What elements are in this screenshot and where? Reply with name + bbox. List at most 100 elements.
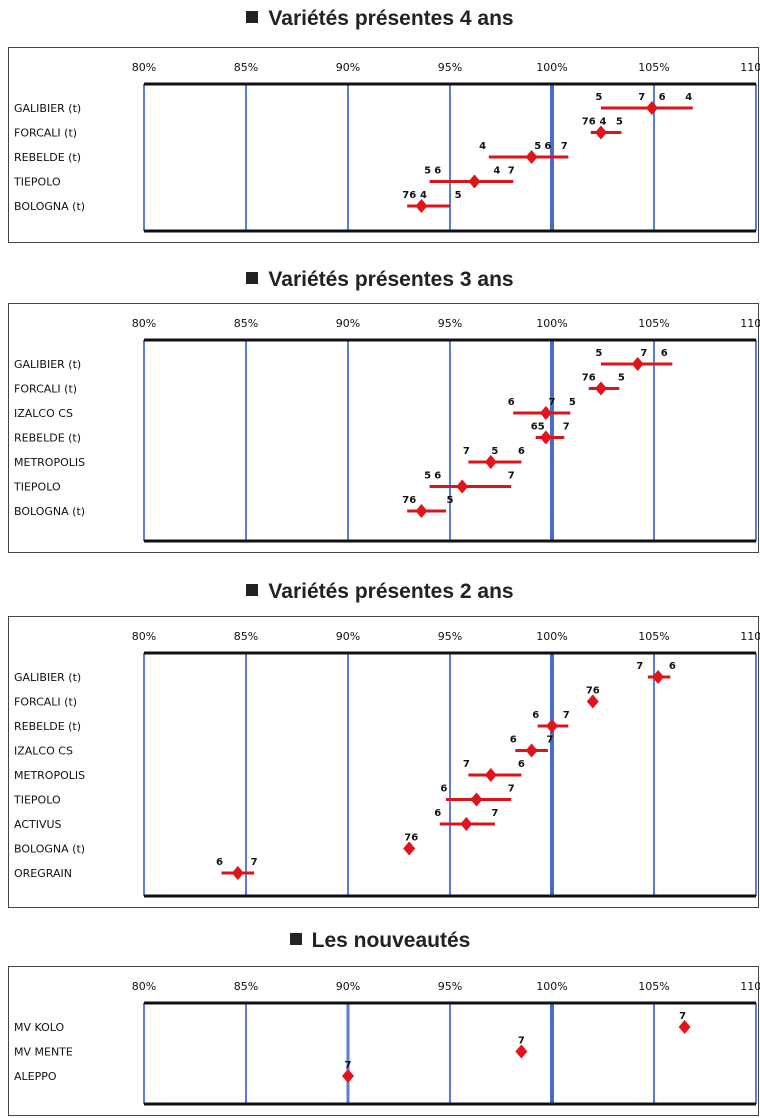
year-label: 6 xyxy=(532,710,539,721)
year-label: 6 xyxy=(669,661,676,672)
data-point xyxy=(470,792,483,807)
year-label: 5 xyxy=(595,348,602,359)
year-label: 76 xyxy=(582,373,596,384)
year-label: 7 xyxy=(345,1060,352,1071)
variety-label: METROPOLIS xyxy=(14,456,85,469)
data-point xyxy=(586,694,599,709)
year-label: 6 xyxy=(661,348,668,359)
data-point xyxy=(468,174,481,189)
x-tick-label: 90% xyxy=(336,980,360,993)
year-label: 5 xyxy=(491,446,498,457)
variety-label: REBELDE (t) xyxy=(14,151,81,164)
chart-frame xyxy=(8,966,759,1116)
year-label: 76 xyxy=(582,117,596,128)
square-bullet-icon xyxy=(246,584,259,596)
year-label: 65 xyxy=(531,422,545,433)
variety-label: BOLOGNA (t) xyxy=(14,505,85,518)
variety-label: GALIBIER (t) xyxy=(14,358,81,371)
year-label: 4 xyxy=(685,92,692,103)
year-label: 7 xyxy=(463,759,470,770)
data-point xyxy=(539,406,552,420)
x-tick-label: 100% xyxy=(536,980,567,993)
data-point xyxy=(342,1069,354,1083)
data-point xyxy=(415,504,428,518)
variety-label: MV MENTE xyxy=(14,1046,73,1059)
x-tick-label: 95% xyxy=(438,61,462,74)
x-tick-label: 110% xyxy=(740,980,760,993)
year-label: 76 xyxy=(586,686,600,697)
year-label: 76 xyxy=(402,190,416,201)
year-label: 7 xyxy=(638,92,645,103)
year-label: 6 xyxy=(440,784,447,795)
year-label: 7 xyxy=(549,397,556,408)
year-label: 5 xyxy=(618,373,625,384)
x-tick-label: 80% xyxy=(132,317,156,330)
year-label: 7 xyxy=(508,471,515,482)
variety-label: REBELDE (t) xyxy=(14,432,81,445)
square-bullet-icon xyxy=(246,272,259,284)
year-label: 5 xyxy=(424,471,431,482)
year-label: 7 xyxy=(563,710,570,721)
variety-label: TIEPOLO xyxy=(13,794,61,807)
data-point xyxy=(594,125,607,140)
data-point xyxy=(594,381,607,396)
x-tick-label: 80% xyxy=(132,630,156,643)
year-label: 7 xyxy=(546,735,553,746)
year-label: 7 xyxy=(518,1036,525,1047)
data-point xyxy=(525,150,538,164)
variety-label: MV KOLO xyxy=(14,1021,65,1034)
year-label: 6 xyxy=(544,141,551,152)
chart-frame xyxy=(8,47,759,243)
chart-title: Variétés présentes 4 ans xyxy=(0,7,760,31)
x-tick-label: 110% xyxy=(740,317,760,330)
data-point xyxy=(631,357,644,371)
year-label: 6 xyxy=(216,857,223,868)
variety-label: IZALCO CS xyxy=(14,745,73,758)
year-label: 4 xyxy=(420,190,427,201)
x-tick-label: 105% xyxy=(638,980,669,993)
year-label: 5 xyxy=(455,190,462,201)
x-tick-label: 105% xyxy=(638,317,669,330)
data-point xyxy=(415,199,428,213)
data-point xyxy=(525,743,538,758)
data-point xyxy=(652,670,665,684)
x-tick-label: 100% xyxy=(536,630,567,643)
year-label: 7 xyxy=(251,857,258,868)
year-label: 6 xyxy=(659,92,666,103)
year-label: 7 xyxy=(491,808,498,819)
data-point xyxy=(231,866,244,880)
year-label: 7 xyxy=(563,422,570,433)
data-point xyxy=(645,101,658,115)
x-tick-label: 85% xyxy=(234,980,258,993)
x-tick-label: 95% xyxy=(438,630,462,643)
variety-label: BOLOGNA (t) xyxy=(14,200,85,213)
variety-label: BOLOGNA (t) xyxy=(14,843,85,856)
year-label: 4 xyxy=(493,166,500,177)
variety-label: FORCALI (t) xyxy=(14,696,77,709)
year-label: 5 xyxy=(534,141,541,152)
chart-title: Variétés présentes 3 ans xyxy=(0,268,760,292)
year-label: 6 xyxy=(434,808,441,819)
year-label: 6 xyxy=(434,166,441,177)
x-tick-label: 100% xyxy=(536,61,567,74)
variety-label: FORCALI (t) xyxy=(14,127,77,140)
year-label: 6 xyxy=(434,471,441,482)
x-tick-label: 85% xyxy=(234,630,258,643)
data-point xyxy=(484,455,497,469)
year-label: 6 xyxy=(518,446,525,457)
square-bullet-icon xyxy=(246,11,259,23)
x-tick-label: 105% xyxy=(638,630,669,643)
x-tick-label: 85% xyxy=(234,317,258,330)
chart-frame xyxy=(8,616,759,908)
year-label: 6 xyxy=(508,397,515,408)
x-tick-label: 90% xyxy=(336,317,360,330)
variety-label: IZALCO CS xyxy=(14,407,73,420)
data-point xyxy=(539,430,552,445)
year-label: 5 xyxy=(447,495,454,506)
chart-frame xyxy=(8,303,759,553)
data-point xyxy=(403,841,416,856)
year-label: 4 xyxy=(600,117,607,128)
